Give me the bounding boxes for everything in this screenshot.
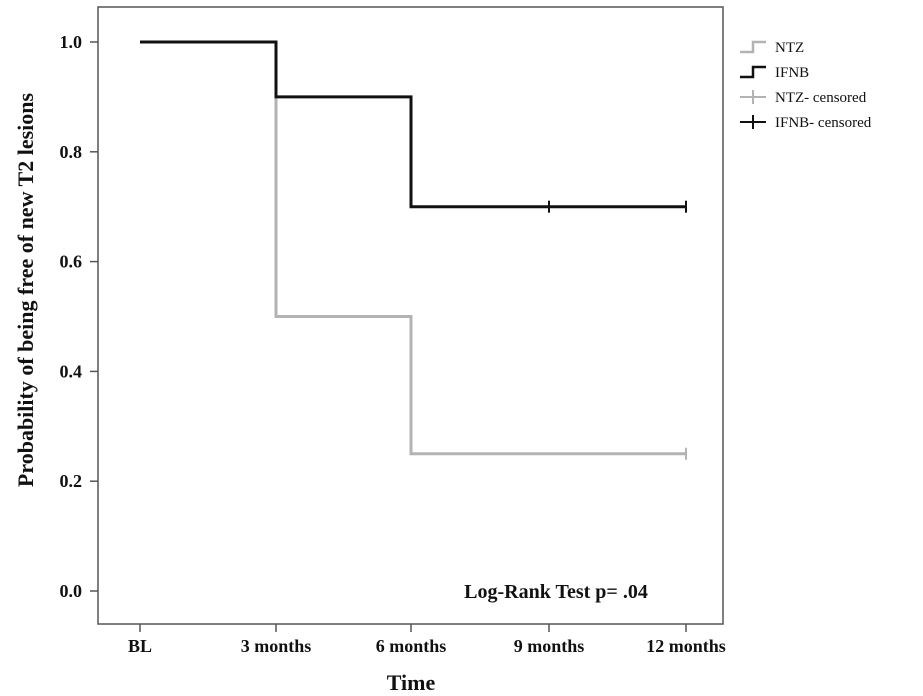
censor-marks	[548, 200, 687, 460]
legend-swatch-ifnb	[740, 65, 766, 79]
y-tick-label: 0.8	[60, 142, 83, 162]
y-tick-label: 0.0	[60, 581, 83, 601]
x-axis-ticks: BL 3 months 6 months 9 months 12 months	[128, 624, 726, 656]
y-tick-label: 1.0	[60, 32, 83, 52]
legend-swatch-ntz	[740, 40, 766, 54]
x-tick-label: 3 months	[241, 636, 312, 656]
x-tick-label: 6 months	[376, 636, 447, 656]
series-ntz-line	[140, 40, 686, 456]
legend-label-ntz: NTZ	[775, 40, 804, 56]
x-axis-label: Time	[387, 670, 436, 695]
y-tick-label: 0.2	[60, 471, 83, 491]
x-tick-label: BL	[128, 636, 152, 656]
log-rank-annotation: Log-Rank Test p= .04	[464, 581, 648, 603]
y-axis-ticks: 0.0 0.2 0.4 0.6 0.8 1.0	[60, 32, 98, 601]
legend: NTZ IFNB NTZ- censored IFNB- censored	[740, 40, 872, 131]
y-tick-label: 0.6	[60, 252, 83, 272]
series-ifnb-line	[140, 40, 686, 209]
legend-label-ifnb-censored: IFNB- censored	[775, 115, 872, 131]
x-tick-label: 12 months	[646, 636, 726, 656]
y-axis-label: Probability of being free of new T2 lesi…	[13, 92, 38, 487]
x-tick-label: 9 months	[514, 636, 585, 656]
legend-label-ifnb: IFNB	[775, 65, 809, 81]
legend-label-ntz-censored: NTZ- censored	[775, 90, 867, 106]
y-tick-label: 0.4	[60, 361, 83, 381]
series-layer	[140, 40, 686, 456]
